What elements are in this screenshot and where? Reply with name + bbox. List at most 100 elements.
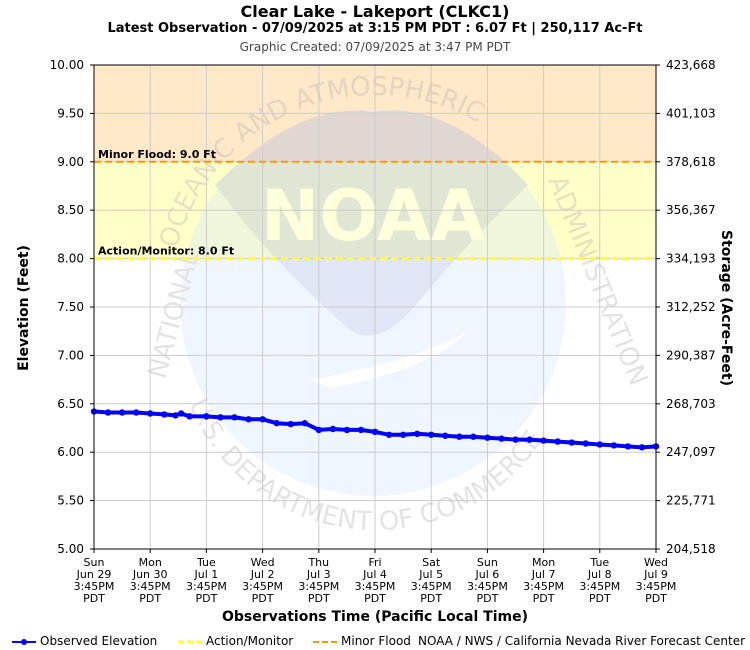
x-tick-label: Jul 7 [531, 568, 556, 581]
x-tick-label: 3:45PM [130, 580, 171, 593]
noaa-watermark: OCEANIC AND ATMOSPHERIC U.S. DEPARTMENT … [143, 72, 653, 537]
x-tick-label: 3:45PM [186, 580, 227, 593]
x-tick-label: Sun [477, 556, 498, 569]
y-tick-label: 5.00 [57, 542, 84, 556]
observed-point [568, 439, 575, 446]
watermark-gull [215, 110, 528, 336]
y2-tick-label: 356,367 [666, 203, 716, 217]
observed-point [245, 416, 252, 423]
watermark-logo-text: NOAA [261, 175, 486, 257]
x-tick-label: 3:45PM [636, 580, 677, 593]
observed-point [301, 419, 308, 427]
observed-point [343, 426, 351, 434]
y-tick-label: 9.00 [57, 155, 84, 169]
x-tick-label: Jul 8 [587, 568, 612, 581]
x-tick-label: Mon [532, 556, 555, 569]
x-tick-label: PDT [252, 592, 274, 605]
legend-minor-label: Minor Flood [341, 634, 411, 648]
x-tick-label: PDT [420, 592, 442, 605]
observed-point [371, 428, 379, 436]
observed-point [413, 430, 421, 438]
x-tick-label: Jul 4 [362, 568, 387, 581]
observed-point [287, 420, 294, 428]
observed-point [638, 444, 646, 451]
y-tick-label: 5.50 [57, 494, 84, 508]
credit-text: NOAA / NWS / California Nevada River For… [418, 634, 746, 648]
legend-action: Action/Monitor [178, 634, 293, 648]
x-tick-label: 3:45PM [355, 580, 396, 593]
y2-tick-label: 204,518 [666, 542, 716, 556]
x-tick-label: Fri [368, 556, 381, 569]
minor-flood-label: Minor Flood: 9.0 Ft [98, 148, 216, 161]
y-tick-label: 10.00 [50, 58, 84, 72]
x-tick-label: 3:45PM [242, 580, 283, 593]
x-tick-label: Wed [644, 556, 668, 569]
observed-point [231, 414, 238, 421]
observed-point [596, 441, 603, 448]
y-tick-label: 7.00 [57, 348, 84, 362]
observed-point [357, 426, 365, 434]
observed-point [315, 426, 322, 434]
x-tick-label: 3:45PM [298, 580, 339, 593]
observed-point [118, 409, 126, 416]
legend-action-swatch [178, 636, 202, 646]
x-axis-label: Observations Time (Pacific Local Time) [222, 609, 528, 625]
y2-tick-label: 268,703 [666, 397, 716, 411]
x-tick-label: Jul 9 [643, 568, 668, 581]
x-tick-label: PDT [139, 592, 161, 605]
x-tick-label: 3:45PM [579, 580, 620, 593]
observed-point [554, 438, 561, 445]
observed-point [329, 425, 337, 433]
observed-point [610, 442, 618, 449]
chart-title: Clear Lake - Lakeport (CLKC1) [240, 2, 510, 21]
y-axis-label: Elevation (Feet) [16, 245, 32, 371]
x-tick-label: Jun 29 [76, 568, 112, 581]
observed-point [498, 435, 505, 442]
y-tick-label: 7.50 [57, 300, 84, 314]
x-tick-label: PDT [476, 592, 498, 605]
x-tick-label: Jul 6 [475, 568, 500, 581]
x-tick-label: Thu [307, 556, 329, 569]
y-tick-label: 9.50 [57, 106, 84, 120]
watermark-wave [310, 330, 470, 388]
observed-point [177, 410, 185, 417]
x-tick-label: PDT [533, 592, 555, 605]
x-tick-label: 3:45PM [467, 580, 508, 593]
y-tick-label: 6.00 [57, 445, 84, 459]
x-tick-label: Jun 30 [132, 568, 168, 581]
legend-minor-swatch [313, 636, 337, 646]
y2-tick-label: 290,387 [666, 348, 716, 362]
legend-minor: Minor Flood [313, 634, 411, 648]
observed-point [259, 416, 266, 423]
observed-series [90, 408, 660, 451]
legend-observed-label: Observed Elevation [40, 634, 158, 648]
x-tick-label: PDT [83, 592, 105, 605]
x-tick-label: Jul 3 [306, 568, 331, 581]
y2-tick-label: 401,103 [666, 106, 716, 120]
observed-point [273, 419, 280, 427]
observed-point [104, 409, 112, 416]
x-tick-label: PDT [308, 592, 330, 605]
threshold-lines: Minor Flood: 9.0 Ft Action/Monitor: 8.0 F… [94, 148, 656, 261]
legend-observed: Observed Elevation [12, 634, 157, 648]
x-tick-label: Wed [251, 556, 275, 569]
observed-point [512, 436, 519, 443]
observed-point [203, 413, 210, 420]
observed-point [385, 431, 393, 438]
observed-point [582, 440, 589, 447]
x-tick-label: Sun [84, 556, 105, 569]
y2-tick-label: 312,252 [666, 300, 716, 314]
legend-action-label: Action/Monitor [206, 634, 294, 648]
observed-point [456, 433, 463, 440]
observed-point [172, 412, 179, 419]
x-tick-label: Tue [196, 556, 216, 569]
chart-subtitle: Latest Observation - 07/09/2025 at 3:15 … [107, 21, 643, 36]
x-tick-label: Mon [139, 556, 162, 569]
observed-point [186, 413, 193, 420]
observed-point [526, 436, 533, 443]
x-tick-label: Jul 5 [418, 568, 443, 581]
observed-point [442, 432, 449, 439]
y2-tick-label: 247,097 [666, 445, 716, 459]
